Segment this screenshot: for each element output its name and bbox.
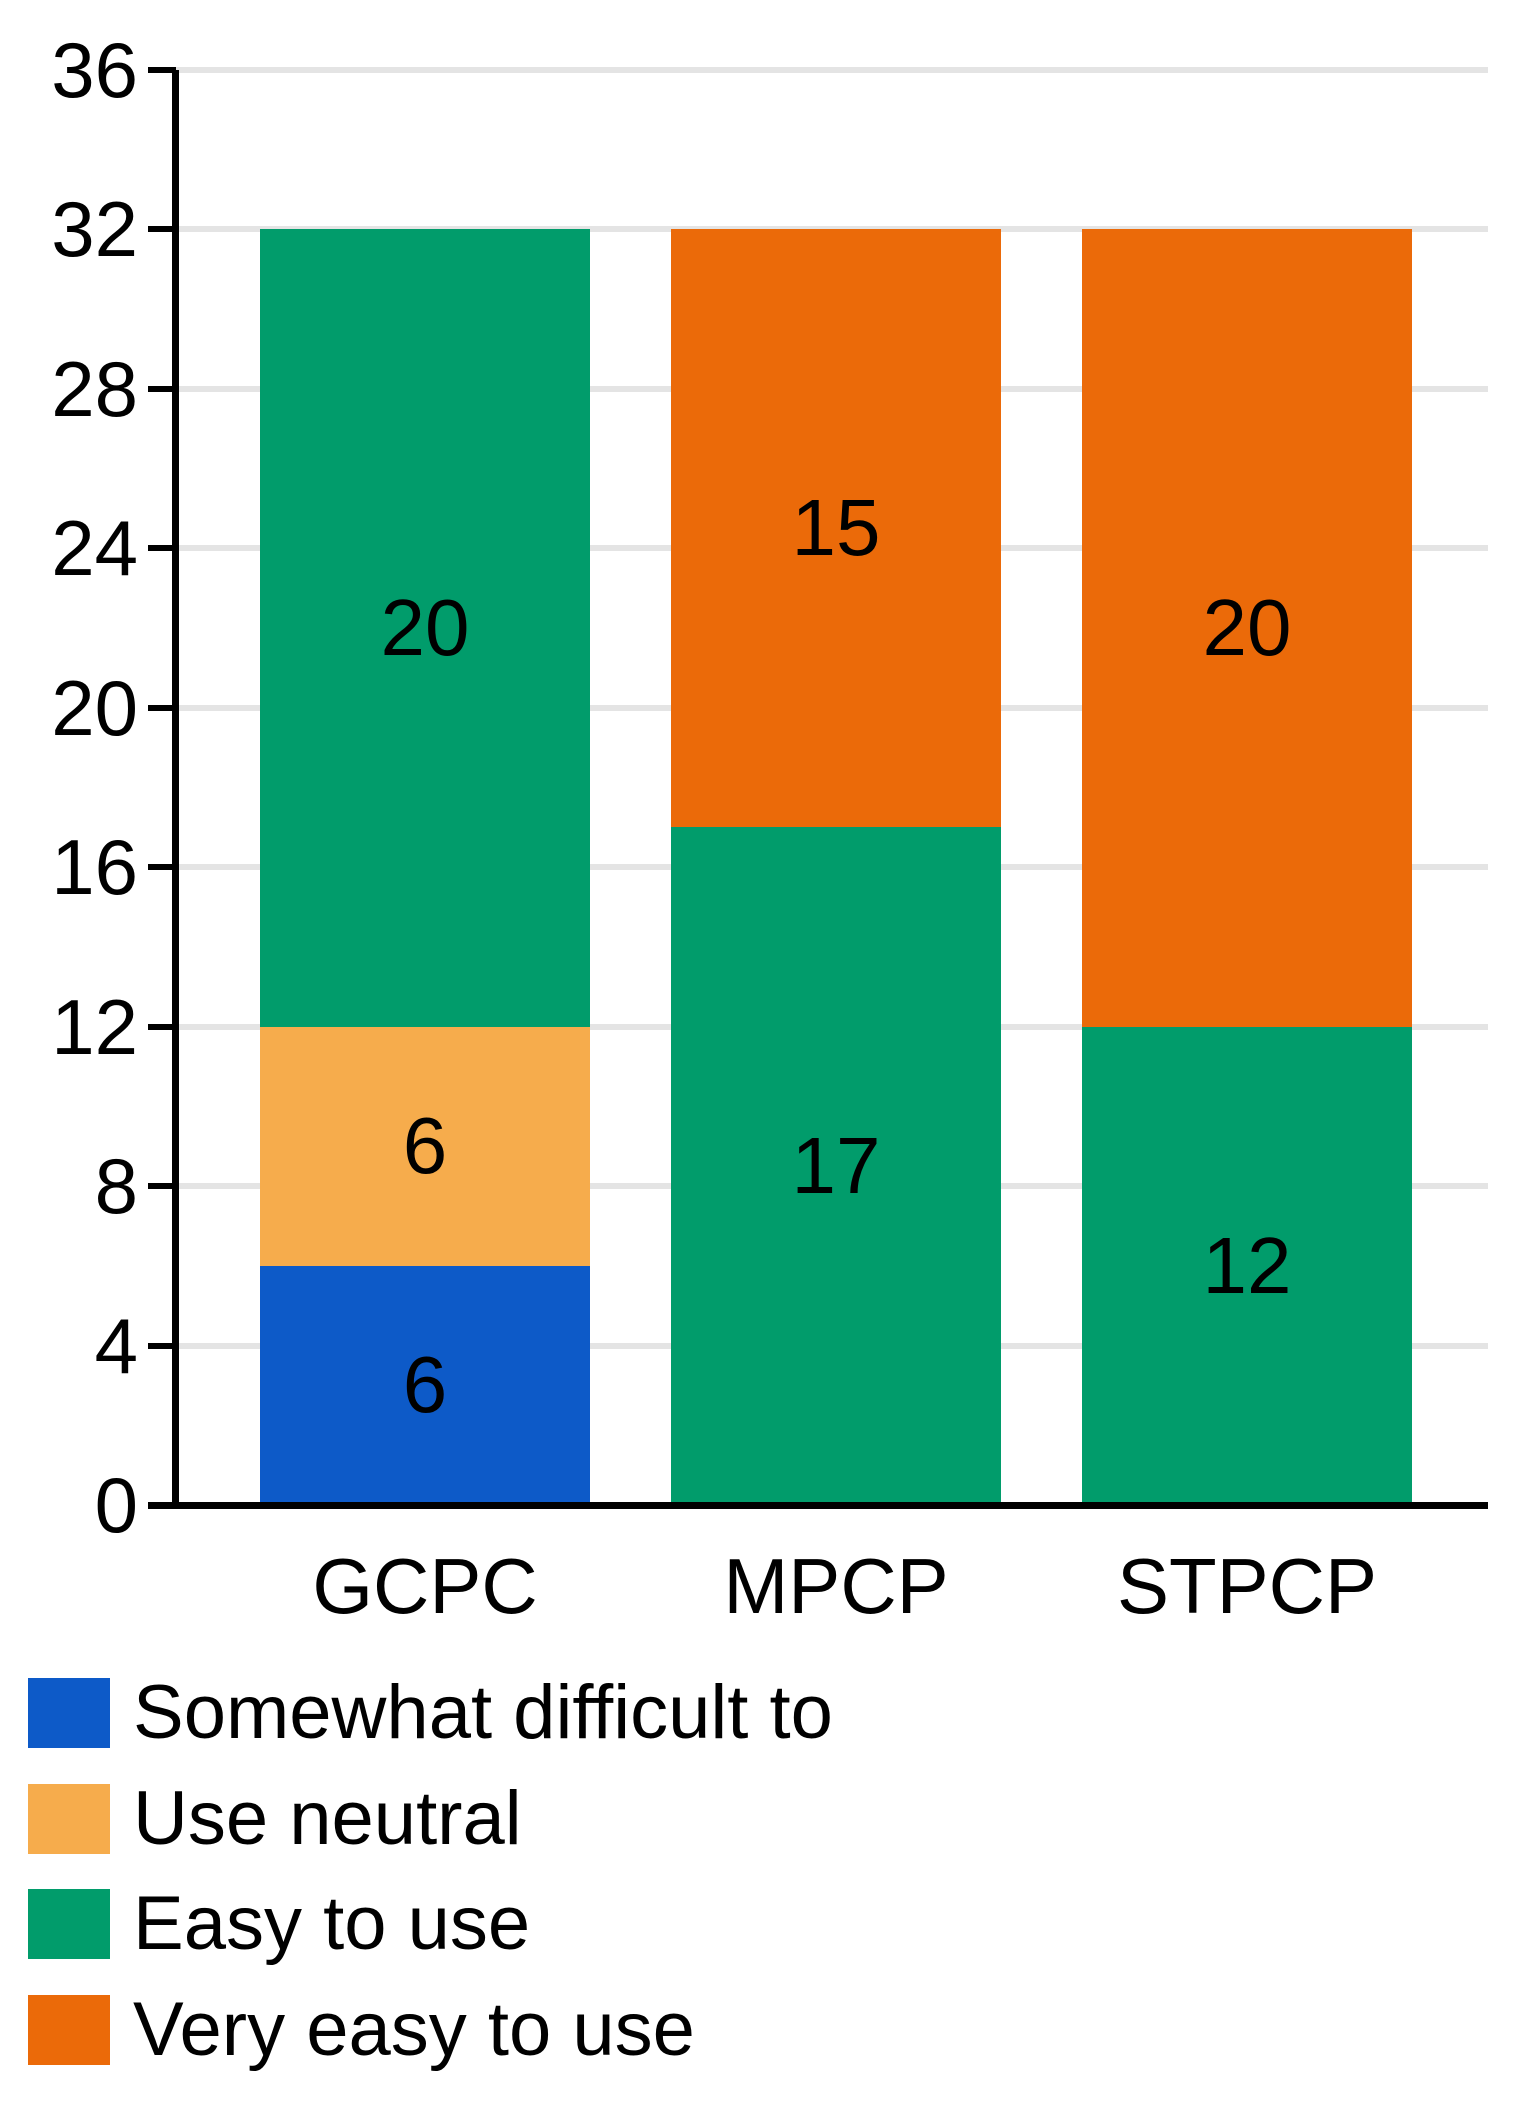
x-axis-line <box>148 1502 1488 1509</box>
legend-label: Somewhat difficult to <box>133 1670 833 1755</box>
y-tick-label: 12 <box>51 982 138 1071</box>
y-tick-label: 8 <box>94 1142 138 1231</box>
y-tick <box>148 864 176 871</box>
gridline <box>176 67 1488 73</box>
legend-row: Somewhat difficult to <box>0 1670 1517 1755</box>
y-tick <box>148 67 176 73</box>
y-tick <box>148 545 176 552</box>
y-tick-label: 32 <box>51 185 138 274</box>
y-tick-label: 16 <box>51 823 138 912</box>
legend-label: Very easy to use <box>133 1987 695 2072</box>
y-tick-label: 4 <box>94 1301 138 1390</box>
legend-row: Easy to use <box>0 1881 1517 1966</box>
bar-value-label: 17 <box>791 1121 881 1211</box>
plot-area: 6 6 20 17 15 12 20 <box>176 67 1488 1505</box>
legend-swatch <box>28 1889 110 1959</box>
bar-segment: 17 <box>671 827 1001 1505</box>
y-tick <box>148 704 176 711</box>
bar-segment: 15 <box>671 229 1001 828</box>
x-axis-label: STPCP <box>1116 1542 1378 1630</box>
x-axis-label: MPCP <box>723 1542 949 1630</box>
bar-segment: 20 <box>260 229 590 1027</box>
bar-segment: 12 <box>1082 1026 1412 1505</box>
bar-value-label: 20 <box>380 583 470 673</box>
y-axis-line <box>172 70 179 1509</box>
y-tick-label: 36 <box>51 26 138 114</box>
legend-swatch <box>28 1995 110 2065</box>
legend-swatch <box>28 1678 110 1748</box>
legend-swatch <box>28 1784 110 1854</box>
y-tick <box>148 226 176 233</box>
bar-segment: 6 <box>260 1026 590 1266</box>
gridline <box>176 226 1488 233</box>
y-tick-label: 24 <box>51 504 138 593</box>
y-tick <box>148 1342 176 1349</box>
legend-label: Use neutral <box>133 1776 522 1861</box>
bar-value-label: 6 <box>402 1340 448 1430</box>
legend-row: Very easy to use <box>0 1987 1517 2072</box>
bar-value-label: 15 <box>791 483 881 573</box>
y-tick <box>148 1183 176 1190</box>
y-tick <box>148 385 176 392</box>
x-axis-label: GCPC <box>312 1542 538 1630</box>
bar-segment: 6 <box>260 1265 590 1505</box>
y-tick-label: 28 <box>51 344 138 433</box>
bar-value-label: 6 <box>402 1101 448 1191</box>
bar-value-label: 20 <box>1202 583 1292 673</box>
legend-row: Use neutral <box>0 1776 1517 1861</box>
bar-value-label: 12 <box>1202 1220 1292 1310</box>
y-tick-label: 20 <box>51 663 138 752</box>
y-tick-label: 0 <box>94 1461 138 1549</box>
legend-label: Easy to use <box>133 1881 531 1966</box>
bar-segment: 20 <box>1082 229 1412 1027</box>
y-tick <box>148 1023 176 1030</box>
